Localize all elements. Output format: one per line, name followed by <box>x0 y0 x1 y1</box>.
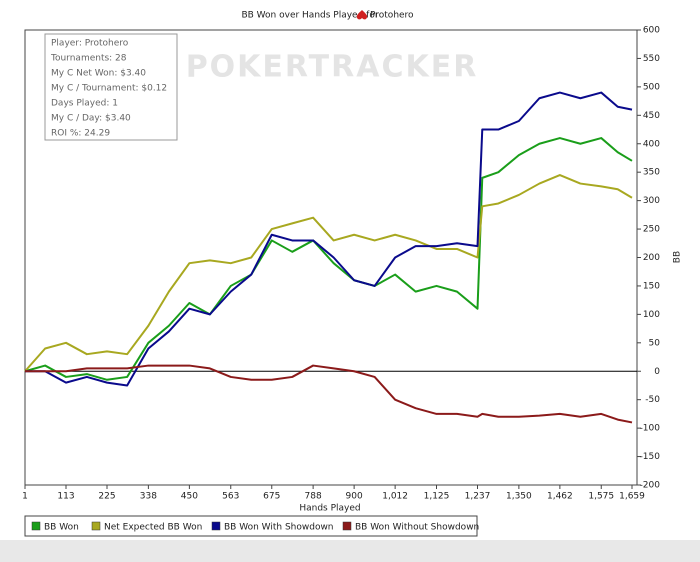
x-tick-label: 1,575 <box>588 492 614 502</box>
player-name: Protohero <box>370 11 414 21</box>
legend-swatch <box>31 521 41 531</box>
spade-icon <box>356 10 368 20</box>
legend <box>24 515 478 537</box>
x-axis-label: Hands Played <box>299 504 360 514</box>
x-tick-label: 788 <box>305 492 322 502</box>
x-tick-label: 1,659 <box>619 492 645 502</box>
info-line: My C Net Won: $3.40 <box>51 69 146 79</box>
y-tick-label: 500 <box>643 82 660 92</box>
y-tick-label: 200 <box>643 253 660 263</box>
series-line <box>24 174 633 372</box>
y-tick-label: 50 <box>649 338 661 348</box>
status-bar <box>0 540 700 562</box>
y-tick-label: 0 <box>654 367 660 377</box>
x-tick-label: 1,350 <box>506 492 532 502</box>
x-tick-label: 338 <box>140 492 157 502</box>
info-line: Days Played: 1 <box>51 99 118 109</box>
y-tick-label: -200 <box>640 481 661 491</box>
x-tick-label: 1,012 <box>382 492 408 502</box>
info-line: My C / Tournament: $0.12 <box>51 84 167 94</box>
x-tick-label: 113 <box>57 492 74 502</box>
legend-label: BB Won With Showdown <box>224 523 334 533</box>
y-tick-label: -150 <box>640 452 661 462</box>
x-tick-label: 1,237 <box>465 492 491 502</box>
x-tick-label: 450 <box>181 492 198 502</box>
info-line: ROI %: 24.29 <box>51 129 110 139</box>
y-tick-label: 600 <box>643 26 660 36</box>
legend-label: BB Won Without Showdown <box>355 523 479 533</box>
y-axis-label: BB <box>673 251 683 263</box>
legend-swatch <box>91 521 101 531</box>
legend-swatch <box>211 521 221 531</box>
chart-title: BB Won over Hands Played for <box>241 11 378 21</box>
y-tick-label: -100 <box>640 424 661 434</box>
y-tick-label: 550 <box>643 54 660 64</box>
legend-swatch <box>342 521 352 531</box>
y-tick-label: 450 <box>643 111 660 121</box>
y-tick-label: 350 <box>643 168 660 178</box>
y-tick-label: 150 <box>643 281 660 291</box>
info-line: Tournaments: 28 <box>50 54 127 64</box>
legend-label: BB Won <box>44 523 79 533</box>
x-tick-label: 1 <box>22 492 28 502</box>
x-tick-label: 900 <box>346 492 363 502</box>
x-tick-label: 225 <box>98 492 115 502</box>
series-line <box>25 91 633 387</box>
info-box <box>44 33 178 141</box>
watermark: POKERTRACKER <box>186 50 479 85</box>
series-line <box>24 137 633 381</box>
y-tick-label: 250 <box>643 225 660 235</box>
y-tick-label: 300 <box>643 196 660 206</box>
x-tick-label: 563 <box>222 492 239 502</box>
y-tick-label: 100 <box>643 310 660 320</box>
x-tick-label: 1,125 <box>424 492 450 502</box>
info-line: Player: Protohero <box>51 39 129 49</box>
y-tick-label: 400 <box>643 139 660 149</box>
legend-label: Net Expected BB Won <box>104 523 202 533</box>
x-tick-label: 1,462 <box>547 492 573 502</box>
series-line <box>25 364 633 424</box>
x-tick-label: 675 <box>263 492 280 502</box>
y-tick-label: -50 <box>645 395 660 405</box>
info-line: My C / Day: $3.40 <box>51 114 131 124</box>
